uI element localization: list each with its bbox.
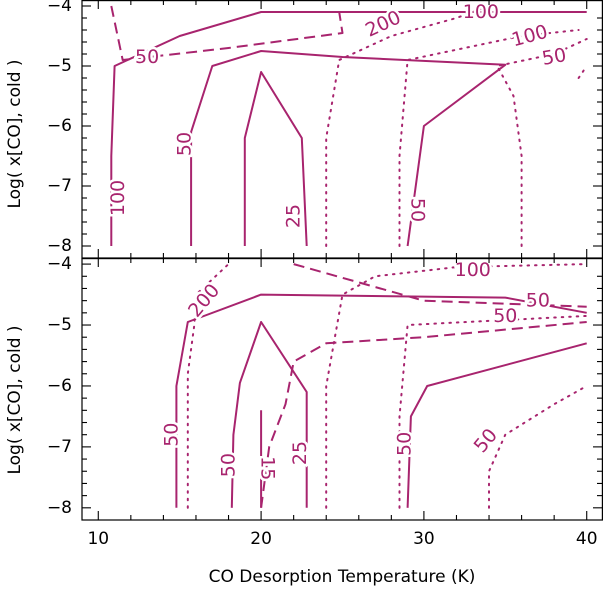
top-contour-label-3: 25 (283, 204, 305, 228)
bottom-contour-label-9: 50 (470, 424, 502, 457)
top-contour-dotted-6 (496, 38, 588, 247)
top-contour-solid-2 (243, 71, 308, 247)
top-contour-dotted-7 (577, 65, 588, 79)
top-contour-dotted-4 (325, 5, 490, 247)
top-y-tick-label: −8 (47, 236, 72, 256)
bottom-contour-label-6: 15 (257, 456, 279, 480)
bottom-contour-label-7: 25 (289, 441, 311, 465)
bottom-contour-solid-0 (175, 293, 587, 508)
bottom-contour-label-1: 100 (455, 259, 491, 281)
bottom-contour-dotted-6 (186, 263, 230, 509)
bottom-y-tick-label: −4 (47, 254, 72, 274)
top-contour-dotted-5 (398, 29, 580, 247)
bottom-contour-label-3: 50 (493, 305, 517, 327)
bottom-x-tick-label: 30 (413, 529, 435, 549)
bottom-contour-label-2: 50 (526, 290, 550, 312)
top-contour-label-7: 50 (406, 198, 428, 222)
x-axis-label: CO Desorption Temperature (K) (209, 567, 476, 587)
bottom-plot-frame (81, 258, 603, 521)
bottom-contour-dashed-4 (260, 321, 587, 508)
bottom-y-tick-label: −5 (47, 315, 72, 335)
bottom-contour-label-8: 50 (393, 432, 415, 456)
top-y-tick-label: −5 (47, 56, 72, 76)
top-y-tick-label: −6 (47, 116, 72, 136)
bottom-y-tick-label: −7 (47, 437, 72, 457)
bottom-contour-dotted-8 (398, 314, 588, 509)
top-contour-label-8: 50 (540, 44, 568, 70)
bottom-contour-label-5: 50 (218, 453, 240, 477)
top-contour-label-5: 100 (463, 1, 499, 23)
bottom-contour-dashed-5 (293, 263, 587, 308)
bottom-contour-solid-3 (406, 342, 587, 508)
top-contour-dashed-3 (110, 5, 344, 61)
bottom-x-tick-label: 40 (576, 529, 598, 549)
bottom-contour-dotted-7 (325, 263, 588, 509)
top-contour-label-1: 50 (174, 132, 196, 156)
bottom-y-tick-label: −6 (47, 376, 72, 396)
bottom-panel: 200 100 50 50 50 50 15 25 50 50 −8 −7 −6 −5 −4 10 20 30 40 (47, 254, 603, 549)
top-contour-label-0: 100 (107, 180, 129, 216)
top-y-tick-label: −4 (47, 0, 72, 16)
bottom-contour-label-4: 50 (161, 423, 183, 447)
top-y-tick-label: −7 (47, 176, 72, 196)
bottom-x-tick-label: 10 (87, 529, 109, 549)
top-y-axis-label: Log( x[CO], cold ) (5, 59, 25, 208)
bottom-y-tick-label: −8 (47, 498, 72, 518)
top-contour-solid-1 (190, 50, 507, 247)
top-contour-label-2: 50 (135, 46, 159, 68)
bottom-contour-solid-1 (230, 321, 308, 508)
bottom-contour-dotted-9 (488, 385, 588, 509)
bottom-contour-label-0: 200 (184, 280, 224, 322)
top-contour-solid-0 (110, 11, 587, 246)
bottom-y-axis-label: Log( x[CO], cold ) (5, 325, 25, 474)
bottom-x-tick-label: 20 (250, 529, 272, 549)
